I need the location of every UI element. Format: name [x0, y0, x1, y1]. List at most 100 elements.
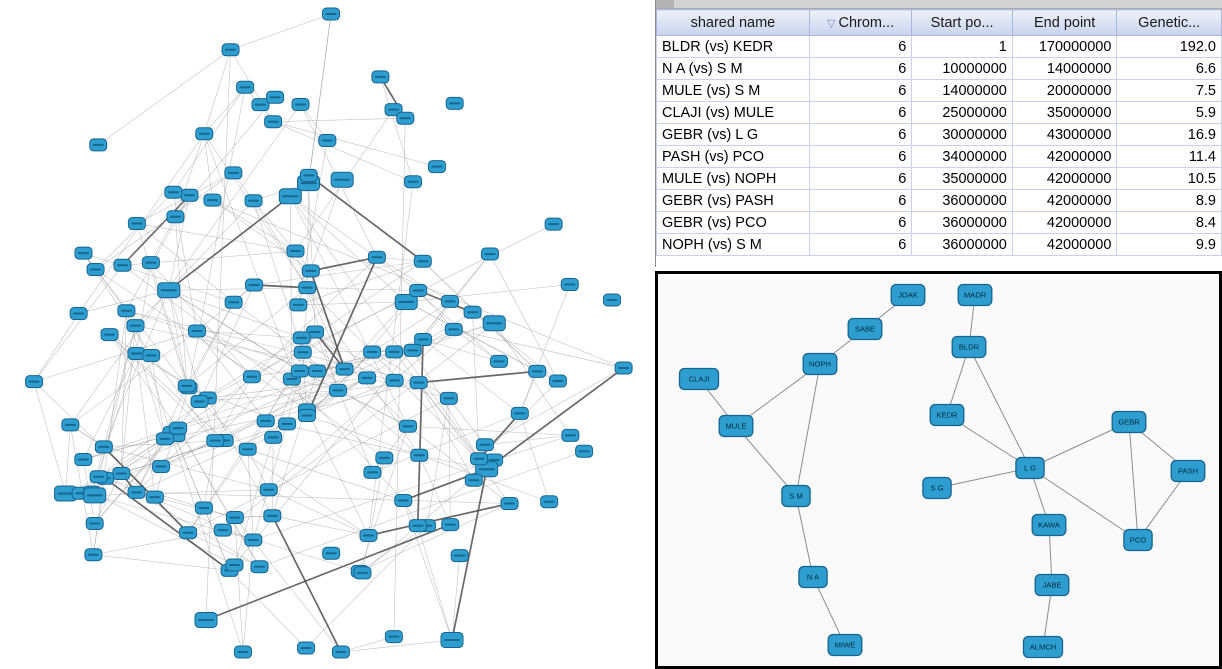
overview-node[interactable] [414, 333, 433, 347]
table-row[interactable]: NOPH (vs) S M 6 36000000 42000000 9.9 [656, 233, 1222, 256]
network-edge-SG-LG[interactable] [936, 467, 1031, 489]
overview-node[interactable] [331, 645, 350, 659]
network-edge-PASH-PCO[interactable] [1137, 470, 1189, 541]
overview-node[interactable] [259, 483, 278, 497]
overview-node[interactable] [292, 331, 311, 345]
network-edge-BLDR-KEDR[interactable] [946, 346, 970, 416]
table-cell[interactable]: 35000000 [911, 167, 1013, 190]
table-cell[interactable]: 192.0 [1116, 35, 1222, 58]
overview-network-canvas[interactable] [0, 0, 652, 669]
network-edge-BLDR-LG[interactable] [968, 346, 1031, 469]
table-cell[interactable]: 25000000 [911, 101, 1013, 124]
overview-node[interactable] [264, 115, 283, 129]
overview-node[interactable] [152, 459, 171, 473]
overview-node[interactable] [548, 374, 567, 388]
overview-node[interactable] [367, 250, 386, 264]
table-cell[interactable]: 43000000 [1011, 123, 1118, 146]
overview-node[interactable] [187, 324, 206, 338]
overview-node[interactable] [155, 432, 174, 446]
table-row[interactable]: MULE (vs) NOPH 6 35000000 42000000 10.5 [656, 167, 1222, 190]
table-cell[interactable]: 36000000 [911, 189, 1013, 212]
overview-node[interactable] [127, 485, 146, 499]
overview-node[interactable] [61, 418, 80, 432]
overview-node[interactable] [409, 376, 428, 390]
detail-network-panel[interactable]: JOAK MADR SABE BLDR NOPH CLAJI KEDR GEBR MULE L G… [655, 271, 1222, 669]
overview-node[interactable] [363, 465, 382, 479]
network-node-MADR[interactable]: MADR [957, 283, 993, 307]
table-cell[interactable]: 6 [808, 101, 913, 124]
overview-node[interactable] [490, 354, 509, 368]
table-cell[interactable]: 6 [808, 211, 913, 234]
overview-node[interactable] [117, 304, 136, 318]
table-cell[interactable]: 6 [808, 233, 913, 256]
table-cell[interactable]: 6 [808, 57, 913, 80]
overview-node[interactable] [385, 345, 404, 359]
table-cell[interactable]: 34000000 [911, 145, 1013, 168]
table-cell[interactable]: 42000000 [1011, 211, 1118, 234]
overview-node[interactable] [561, 428, 580, 442]
table-cell[interactable]: 8.9 [1116, 189, 1222, 212]
overview-node[interactable] [441, 518, 460, 532]
table-cell[interactable]: NOPH (vs) S M [656, 233, 810, 256]
overview-node[interactable] [463, 305, 482, 319]
overview-node[interactable] [225, 511, 244, 525]
overview-node[interactable] [444, 322, 463, 336]
overview-node[interactable] [384, 630, 403, 644]
overview-node[interactable] [234, 645, 252, 659]
overview-node[interactable] [427, 160, 446, 174]
table-cell[interactable]: 1 [911, 35, 1013, 58]
scrollbar-grip[interactable] [656, 0, 674, 8]
overview-node[interactable] [298, 281, 317, 295]
overview-node[interactable] [293, 345, 312, 359]
table-cell[interactable]: CLAJI (vs) MULE [656, 101, 810, 124]
overview-node[interactable] [190, 394, 209, 408]
overview-node[interactable] [126, 319, 145, 333]
overview-node[interactable] [450, 549, 469, 563]
overview-node[interactable] [85, 516, 104, 530]
overview-node[interactable] [112, 467, 131, 481]
overview-node[interactable] [322, 7, 340, 21]
table-row[interactable]: GEBR (vs) PCO 6 36000000 42000000 8.4 [656, 211, 1222, 234]
overview-node[interactable] [157, 282, 181, 299]
table-row[interactable]: GEBR (vs) PASH 6 36000000 42000000 8.9 [656, 189, 1222, 212]
overview-node[interactable] [286, 244, 305, 258]
table-cell[interactable]: 6 [808, 79, 913, 102]
network-node-CLAJI[interactable]: CLAJI [678, 367, 720, 391]
overview-node[interactable] [290, 364, 309, 378]
overview-node[interactable] [266, 90, 285, 104]
overview-node[interactable] [398, 419, 417, 433]
overview-node[interactable] [194, 501, 213, 515]
table-cell[interactable]: MULE (vs) NOPH [656, 167, 810, 190]
overview-node[interactable] [224, 166, 243, 180]
overview-node[interactable] [25, 375, 44, 389]
network-node-SABE[interactable]: SABE [847, 317, 883, 341]
network-edge-GEBR-PCO[interactable] [1128, 421, 1139, 541]
table-cell[interactable]: 16.9 [1116, 123, 1222, 146]
overview-network-panel[interactable] [0, 0, 652, 669]
overview-node[interactable] [394, 493, 413, 507]
table-cell[interactable]: 42000000 [1011, 233, 1118, 256]
table-cell[interactable]: 42000000 [1011, 189, 1118, 212]
overview-node[interactable] [264, 430, 283, 444]
network-node-BLDR[interactable]: BLDR [951, 335, 987, 359]
table-cell[interactable]: 170000000 [1011, 35, 1118, 58]
overview-node[interactable] [206, 434, 225, 448]
overview-node[interactable] [89, 138, 108, 152]
overview-node[interactable] [166, 210, 185, 224]
column-header-chrom[interactable]: ▽ Chrom... [808, 9, 913, 36]
overview-node[interactable] [127, 217, 146, 231]
overview-node[interactable] [242, 370, 261, 384]
overview-node[interactable] [145, 490, 164, 504]
overview-node[interactable] [69, 307, 88, 321]
table-cell[interactable]: N A (vs) S M [656, 57, 810, 80]
overview-node[interactable] [224, 295, 243, 309]
overview-node[interactable] [385, 373, 404, 387]
overview-node[interactable] [363, 345, 382, 359]
overview-node[interactable] [353, 566, 372, 580]
overview-node[interactable] [250, 560, 269, 574]
table-row[interactable]: PASH (vs) PCO 6 34000000 42000000 11.4 [656, 145, 1222, 168]
overview-node[interactable] [74, 246, 93, 260]
overview-node[interactable] [384, 103, 403, 117]
overview-node[interactable] [74, 453, 93, 467]
overview-node[interactable] [413, 254, 432, 268]
